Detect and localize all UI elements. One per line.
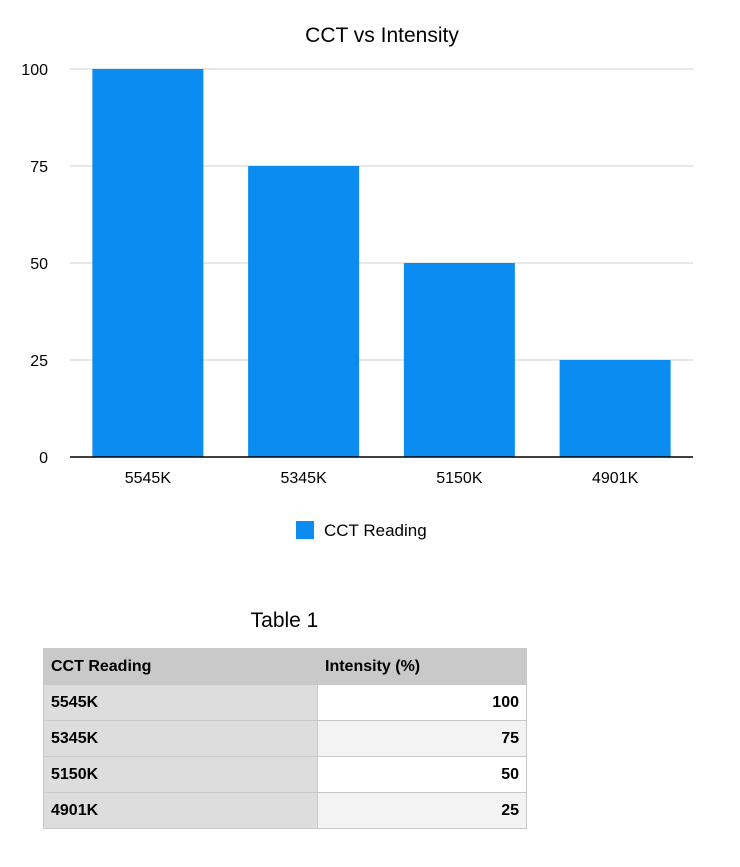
legend-label: CCT Reading xyxy=(324,521,427,540)
table-header-row: CCT Reading Intensity (%) xyxy=(43,648,527,685)
y-tick-label: 25 xyxy=(30,353,48,370)
x-tick-label: 5545K xyxy=(125,470,172,487)
row-value: 50 xyxy=(317,756,527,793)
legend: CCT Reading xyxy=(296,521,427,540)
header-intensity: Intensity (%) xyxy=(317,648,527,685)
row-value: 25 xyxy=(317,792,527,829)
bar-5150k xyxy=(403,263,515,457)
row-label: 5545K xyxy=(43,684,318,721)
legend-swatch xyxy=(296,521,314,539)
header-cct-reading: CCT Reading xyxy=(43,648,318,685)
bar-4901k xyxy=(559,360,671,457)
table-row: 5150K 50 xyxy=(43,756,527,793)
y-tick-label: 75 xyxy=(30,159,48,176)
bar-chart: CCT vs Intensity 0 25 50 75 100 5545K 5345K 51… xyxy=(21,24,693,540)
row-label: 5345K xyxy=(43,720,318,757)
table-row: 4901K 25 xyxy=(43,792,527,829)
table-title: Table 1 xyxy=(250,609,319,632)
bar-5345k xyxy=(248,166,360,457)
y-tick-label: 50 xyxy=(30,256,48,273)
row-label: 5150K xyxy=(43,756,318,793)
row-label: 4901K xyxy=(43,792,318,829)
x-tick-label: 4901K xyxy=(592,470,639,487)
row-value: 75 xyxy=(317,720,527,757)
row-value: 100 xyxy=(317,684,527,721)
chart-title: CCT vs Intensity xyxy=(305,24,459,47)
x-axis-ticks: 5545K 5345K 5150K 4901K xyxy=(125,470,639,487)
data-table: CCT Reading Intensity (%) 5545K 100 5345… xyxy=(43,648,527,829)
x-tick-label: 5345K xyxy=(280,470,327,487)
y-tick-label: 0 xyxy=(39,450,48,467)
table-row: 5545K 100 xyxy=(43,684,527,721)
table-row: 5345K 75 xyxy=(43,720,527,757)
y-axis-ticks: 0 25 50 75 100 xyxy=(21,62,48,467)
x-tick-label: 5150K xyxy=(436,470,483,487)
bars xyxy=(92,69,671,457)
y-tick-label: 100 xyxy=(21,62,48,79)
bar-5545k xyxy=(92,69,204,457)
